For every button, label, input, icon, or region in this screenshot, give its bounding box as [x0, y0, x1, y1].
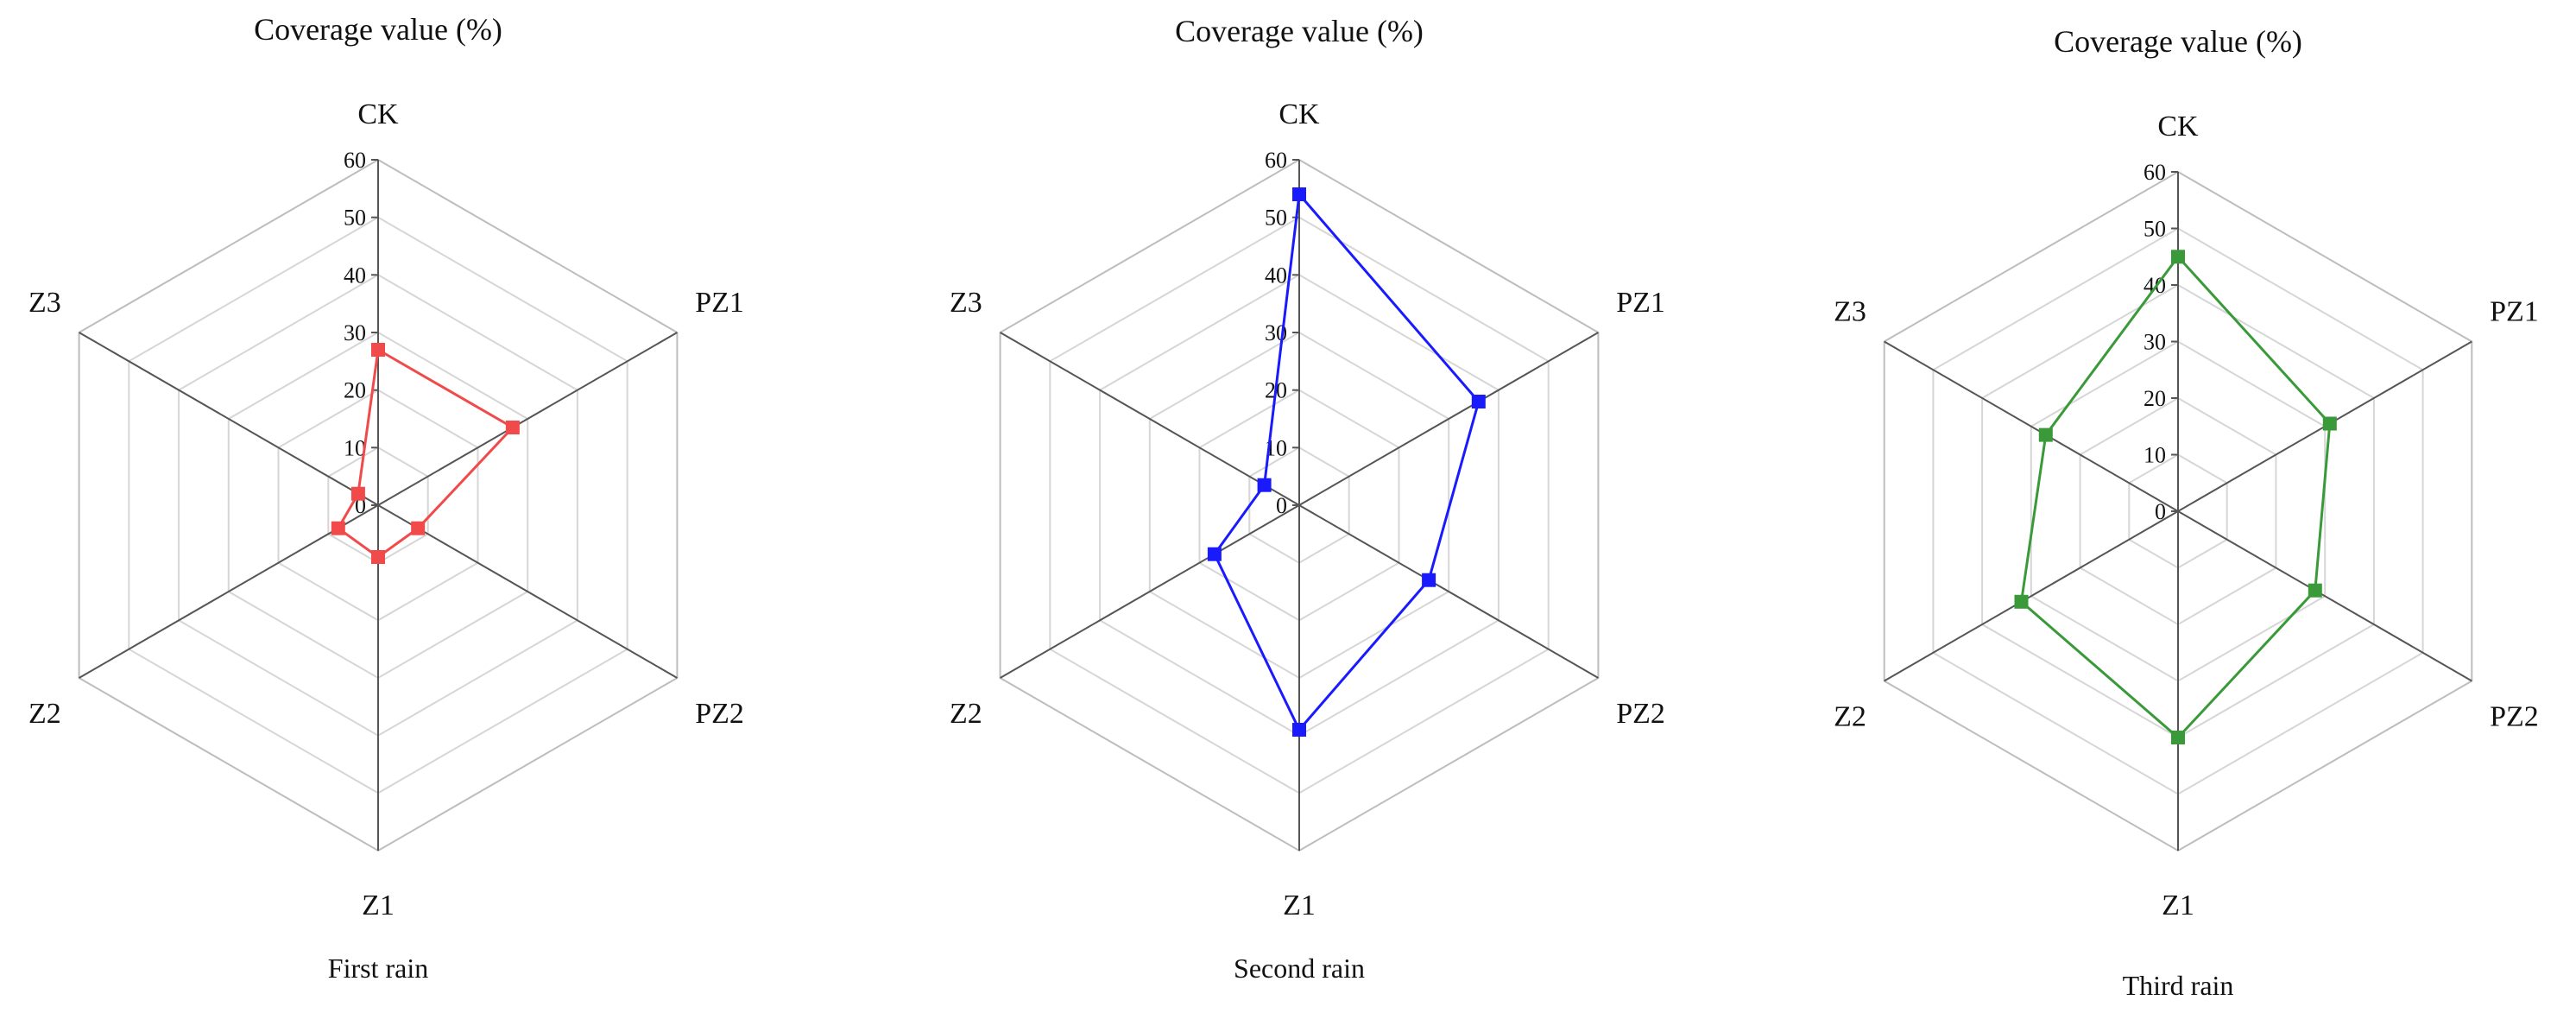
radar-spoke [1000, 504, 1300, 679]
radar-axis-label-pz1: PZ1 [1616, 287, 1665, 319]
radar-data-point [411, 521, 426, 535]
radar-axis-label-z1: Z1 [362, 890, 395, 921]
radar-data-point [1292, 723, 1306, 737]
radar-axis-label-z1: Z1 [1283, 890, 1316, 921]
radar-tick-label: 40 [344, 263, 366, 288]
radar-tick-label: 20 [2144, 386, 2166, 411]
radar-tick-label: 20 [344, 378, 366, 403]
radar-series [331, 343, 520, 564]
radar-spoke [1000, 332, 1300, 506]
chart-caption: First rain [328, 953, 428, 984]
radar-axis-label-ck: CK [2157, 111, 2199, 142]
radar-axis-label-z2: Z2 [28, 698, 61, 730]
radar-spoke [1884, 510, 2179, 682]
radar-data-point [2171, 731, 2185, 744]
radar-series [1207, 187, 1486, 737]
radar-tick-label: 0 [2155, 499, 2166, 524]
radar-tick-label: 0 [1276, 493, 1287, 518]
radar-tick-label: 60 [1265, 148, 1287, 173]
radar-data-point [1257, 478, 1272, 492]
radar-spoke [79, 504, 379, 679]
radar-spoke [1298, 332, 1599, 506]
radar-tick-label: 50 [1265, 206, 1287, 231]
radar-tick-label: 10 [2144, 443, 2166, 468]
radar-axis-label-z1: Z1 [2162, 890, 2194, 921]
radar-axis-label-pz2: PZ2 [2490, 701, 2539, 733]
radar-series-line [2019, 254, 2332, 740]
radar-data-point [371, 550, 385, 564]
radar-series-line [1213, 191, 1481, 732]
radar-data-point [1422, 573, 1436, 587]
radar-axis-label-z3: Z3 [950, 287, 982, 319]
radar-tick-label: 60 [344, 148, 366, 173]
radar-axis-labels: CK PZ1 PZ2 Z1 Z2 Z3 [28, 98, 744, 921]
radar-axis-label-z2: Z2 [950, 698, 982, 730]
radar-data-point [350, 486, 365, 501]
radar-tick-label: 50 [2144, 217, 2166, 242]
radar-data-point [2171, 250, 2185, 264]
radar-tick-label: 30 [2144, 330, 2166, 355]
radar-tick-label: 30 [344, 320, 366, 345]
radar-spoke [1884, 340, 2179, 512]
radar-data-point [1471, 395, 1486, 408]
chart-caption: Second rain [1234, 953, 1365, 984]
radar-axis-label-pz1: PZ1 [695, 287, 744, 319]
radar-data-point [505, 421, 520, 434]
chart-title: Coverage value (%) [2054, 24, 2302, 59]
radar-spoke [2177, 510, 2472, 682]
radar-tick-label: 60 [2144, 160, 2166, 185]
radar-data-point [2014, 594, 2029, 609]
radar-chart-third-rain: Coverage value (%) CK PZ1 PZ2 Z1 Z2 Z3 0 10 20 3… [1834, 24, 2539, 1001]
radar-data-point [2308, 583, 2322, 598]
radar-axis-label-ck: CK [1279, 98, 1320, 130]
radar-axis-label-pz2: PZ2 [1616, 698, 1665, 730]
chart-title: Coverage value (%) [1175, 14, 1424, 48]
radar-axis-label-z3: Z3 [28, 287, 61, 319]
radar-grid [78, 158, 679, 852]
radar-series [2014, 250, 2337, 744]
radar-spoke [79, 332, 379, 506]
chart-title: Coverage value (%) [254, 12, 502, 47]
radar-axis-labels: CK PZ1 PZ2 Z1 Z2 Z3 [950, 98, 1665, 921]
radar-axis-label-z3: Z3 [1834, 296, 1866, 328]
radar-spoke [1298, 504, 1599, 679]
chart-caption: Third rain [2123, 970, 2234, 1001]
radar-data-point [331, 521, 345, 535]
radar-tick-label: 40 [1265, 263, 1287, 288]
radar-axis-label-ck: CK [357, 98, 399, 130]
radar-data-point [2322, 416, 2337, 431]
radar-grid [1883, 170, 2473, 852]
radar-data-point [1207, 547, 1222, 561]
radar-data-point [371, 343, 385, 357]
radar-spoke [377, 332, 678, 506]
radar-data-point [1292, 187, 1306, 201]
radar-axis-label-z2: Z2 [1834, 701, 1866, 733]
radar-tick-label: 50 [344, 206, 366, 231]
radar-axis-labels: CK PZ1 PZ2 Z1 Z2 Z3 [1834, 111, 2539, 921]
radar-axis-label-pz1: PZ1 [2490, 296, 2539, 328]
radar-data-point [2038, 427, 2053, 442]
radar-axis-label-pz2: PZ2 [695, 698, 744, 730]
radar-spoke [377, 504, 678, 679]
